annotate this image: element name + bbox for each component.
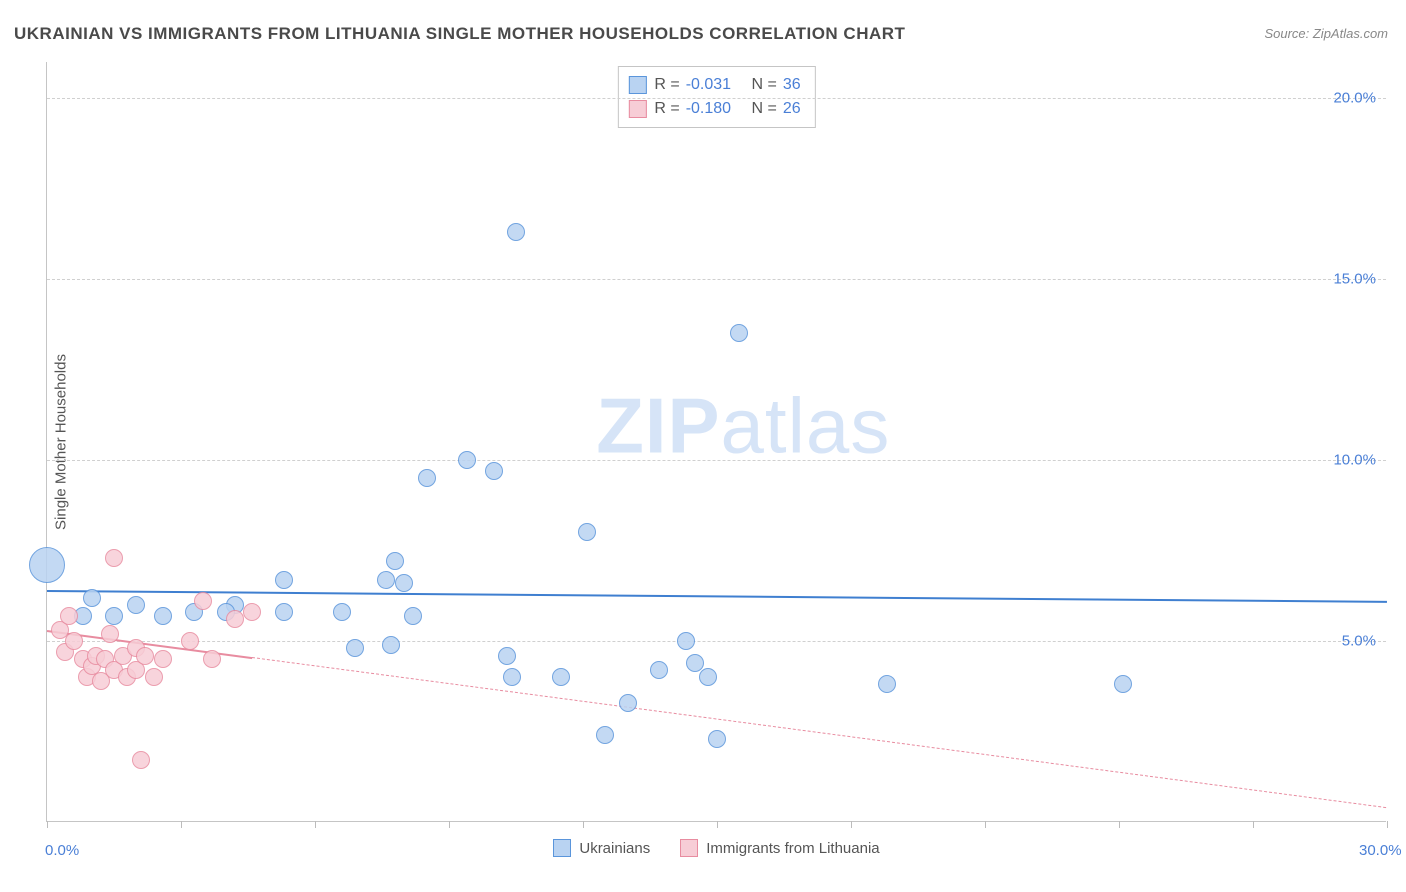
data-point-ukrainians xyxy=(382,636,400,654)
data-point-ukrainians xyxy=(485,462,503,480)
x-tick xyxy=(1119,821,1120,828)
data-point-ukrainians xyxy=(83,589,101,607)
x-tick xyxy=(583,821,584,828)
data-point-ukrainians xyxy=(105,607,123,625)
trendline-lithuania-dashed xyxy=(252,657,1387,808)
x-tick xyxy=(717,821,718,828)
data-point-ukrainians xyxy=(404,607,422,625)
stats-row-lithuania: R = -0.180 N = 26 xyxy=(628,97,800,121)
data-point-ukrainians xyxy=(275,603,293,621)
y-tick-label: 15.0% xyxy=(1333,271,1376,288)
gridline xyxy=(47,460,1386,461)
data-point-lithuania xyxy=(132,751,150,769)
data-point-ukrainians xyxy=(552,668,570,686)
data-point-ukrainians xyxy=(619,694,637,712)
x-tick xyxy=(181,821,182,828)
data-point-ukrainians xyxy=(730,324,748,342)
data-point-lithuania xyxy=(145,668,163,686)
swatch-lithuania xyxy=(628,100,646,118)
chart-title: UKRAINIAN VS IMMIGRANTS FROM LITHUANIA S… xyxy=(14,24,905,44)
plot-area: ZIPatlas Single Mother Households R = -0… xyxy=(46,62,1386,822)
data-point-ukrainians xyxy=(503,668,521,686)
x-tick-label: 30.0% xyxy=(1359,842,1402,859)
y-axis-label: Single Mother Households xyxy=(53,354,70,530)
legend-label-ukrainians: Ukrainians xyxy=(579,840,650,857)
data-point-ukrainians xyxy=(29,547,65,583)
gridline xyxy=(47,98,1386,99)
data-point-lithuania xyxy=(181,632,199,650)
data-point-ukrainians xyxy=(596,726,614,744)
data-point-lithuania xyxy=(60,607,78,625)
data-point-ukrainians xyxy=(686,654,704,672)
legend-label-lithuania: Immigrants from Lithuania xyxy=(706,840,879,857)
data-point-lithuania xyxy=(136,647,154,665)
legend-item-ukrainians: Ukrainians xyxy=(553,839,650,857)
data-point-lithuania xyxy=(243,603,261,621)
data-point-ukrainians xyxy=(386,552,404,570)
stats-row-ukrainians: R = -0.031 N = 36 xyxy=(628,73,800,97)
x-tick xyxy=(1387,821,1388,828)
stats-legend-box: R = -0.031 N = 36 R = -0.180 N = 26 xyxy=(617,66,815,128)
data-point-ukrainians xyxy=(333,603,351,621)
data-point-ukrainians xyxy=(154,607,172,625)
data-point-ukrainians xyxy=(458,451,476,469)
data-point-ukrainians xyxy=(1114,675,1132,693)
data-point-ukrainians xyxy=(699,668,717,686)
gridline xyxy=(47,641,1386,642)
data-point-ukrainians xyxy=(498,647,516,665)
x-tick xyxy=(449,821,450,828)
correlation-chart: UKRAINIAN VS IMMIGRANTS FROM LITHUANIA S… xyxy=(0,0,1406,892)
data-point-ukrainians xyxy=(507,223,525,241)
data-point-ukrainians xyxy=(127,596,145,614)
x-tick xyxy=(47,821,48,828)
data-point-lithuania xyxy=(226,610,244,628)
source-attribution: Source: ZipAtlas.com xyxy=(1264,26,1388,41)
legend-item-lithuania: Immigrants from Lithuania xyxy=(680,839,879,857)
y-tick-label: 10.0% xyxy=(1333,452,1376,469)
data-point-lithuania xyxy=(194,592,212,610)
legend-swatch-lithuania xyxy=(680,839,698,857)
gridline xyxy=(47,279,1386,280)
x-tick xyxy=(985,821,986,828)
data-point-lithuania xyxy=(203,650,221,668)
data-point-lithuania xyxy=(105,549,123,567)
y-tick-label: 20.0% xyxy=(1333,90,1376,107)
data-point-lithuania xyxy=(101,625,119,643)
data-point-lithuania xyxy=(154,650,172,668)
data-point-ukrainians xyxy=(395,574,413,592)
trendline-ukrainians xyxy=(47,590,1387,603)
data-point-ukrainians xyxy=(708,730,726,748)
x-tick xyxy=(315,821,316,828)
data-point-ukrainians xyxy=(346,639,364,657)
data-point-ukrainians xyxy=(275,571,293,589)
y-tick-label: 5.0% xyxy=(1342,633,1376,650)
data-point-ukrainians xyxy=(418,469,436,487)
data-point-ukrainians xyxy=(650,661,668,679)
data-point-lithuania xyxy=(65,632,83,650)
x-tick xyxy=(1253,821,1254,828)
x-tick-label: 0.0% xyxy=(45,842,79,859)
swatch-ukrainians xyxy=(628,76,646,94)
data-point-ukrainians xyxy=(578,523,596,541)
x-tick xyxy=(851,821,852,828)
data-point-ukrainians xyxy=(377,571,395,589)
watermark: ZIPatlas xyxy=(596,381,890,472)
bottom-legend: Ukrainians Immigrants from Lithuania xyxy=(47,839,1386,857)
legend-swatch-ukrainians xyxy=(553,839,571,857)
data-point-ukrainians xyxy=(878,675,896,693)
data-point-ukrainians xyxy=(677,632,695,650)
